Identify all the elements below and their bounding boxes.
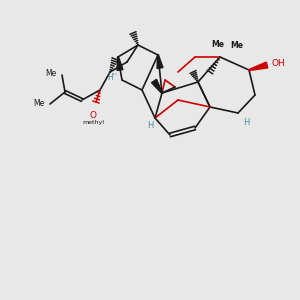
Polygon shape bbox=[249, 62, 268, 70]
Text: H'': H'' bbox=[107, 74, 117, 82]
Text: Me: Me bbox=[34, 100, 45, 109]
Polygon shape bbox=[152, 79, 162, 93]
Text: O: O bbox=[89, 111, 97, 120]
Text: Me: Me bbox=[212, 40, 224, 49]
Text: Me: Me bbox=[230, 41, 243, 50]
Text: Me: Me bbox=[46, 68, 57, 77]
Text: methyl: methyl bbox=[82, 120, 104, 125]
Polygon shape bbox=[157, 55, 163, 68]
Text: OH: OH bbox=[271, 59, 285, 68]
Text: H: H bbox=[243, 118, 249, 127]
Text: H: H bbox=[147, 121, 153, 130]
Polygon shape bbox=[117, 57, 123, 70]
